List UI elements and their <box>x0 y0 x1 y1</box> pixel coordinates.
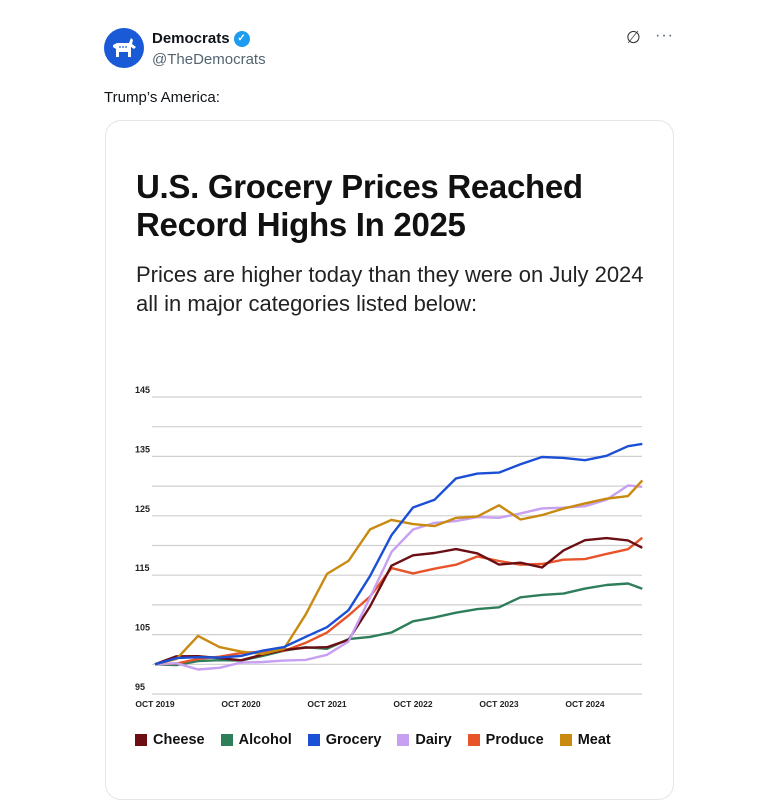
y-tick-label: 115 <box>135 563 150 573</box>
series-line-meat <box>154 479 644 666</box>
slashed-circle-icon[interactable]: ∅ <box>626 28 641 47</box>
legend-swatch <box>135 734 147 746</box>
x-tick-label: OCT 2023 <box>479 699 518 709</box>
y-tick-label: 105 <box>135 623 150 633</box>
series-line-alcohol <box>154 582 643 667</box>
line-chart: 145 135 125 115 105 95 OCT 2019 OCT 2020 OCT 202… <box>135 385 644 709</box>
x-tick-label: OCT 2024 <box>565 699 604 709</box>
avatar[interactable] <box>104 28 144 68</box>
chart-subtitle: Prices are higher today than they were o… <box>136 262 644 316</box>
legend-label: Alcohol <box>238 732 292 748</box>
legend-label: Dairy <box>415 732 452 748</box>
legend-item-meat: Meat <box>559 732 611 748</box>
x-tick-label: OCT 2021 <box>307 699 346 709</box>
x-tick-label: OCT 2022 <box>393 699 432 709</box>
y-tick-label: 135 <box>135 444 150 454</box>
author-name[interactable]: Democrats ✓ <box>152 30 250 47</box>
series-line-grocery <box>154 442 643 666</box>
legend-item-dairy: Dairy <box>397 732 452 748</box>
series-line-produce <box>154 536 644 666</box>
author-name-text[interactable]: Democrats <box>152 30 230 47</box>
legend-item-cheese: Cheese <box>135 732 205 748</box>
legend-item-grocery: Grocery <box>307 732 382 748</box>
verified-badge-icon: ✓ <box>233 30 250 47</box>
legend-swatch <box>397 734 410 746</box>
chart-title: U.S. Grocery Prices Reached Record Highs… <box>136 168 583 243</box>
y-tick-label: 145 <box>135 385 150 395</box>
series-line-cheese <box>154 536 643 666</box>
author-handle[interactable]: @TheDemocrats <box>152 51 266 68</box>
donkey-logo-icon <box>113 38 136 57</box>
tweet-text: Trump’s America: <box>104 89 220 106</box>
legend-swatch <box>559 734 572 746</box>
legend-swatch <box>467 734 480 746</box>
chart-legend: Cheese Alcohol Grocery Dairy Produce Meat <box>135 732 611 748</box>
x-tick-label: OCT 2019 <box>135 699 174 709</box>
legend-label: Meat <box>577 732 611 748</box>
y-tick-label: 125 <box>135 504 150 514</box>
legend-swatch <box>307 734 320 746</box>
series-line-dairy <box>154 484 643 671</box>
legend-item-produce: Produce <box>467 732 544 748</box>
y-tick-label: 95 <box>135 682 145 692</box>
legend-label: Cheese <box>153 732 205 748</box>
legend-label: Produce <box>485 732 544 748</box>
legend-item-alcohol: Alcohol <box>220 732 292 748</box>
legend-label: Grocery <box>325 732 382 748</box>
legend-swatch <box>220 734 233 746</box>
x-tick-label: OCT 2020 <box>221 699 260 709</box>
more-options-button[interactable]: ··· <box>655 27 674 44</box>
